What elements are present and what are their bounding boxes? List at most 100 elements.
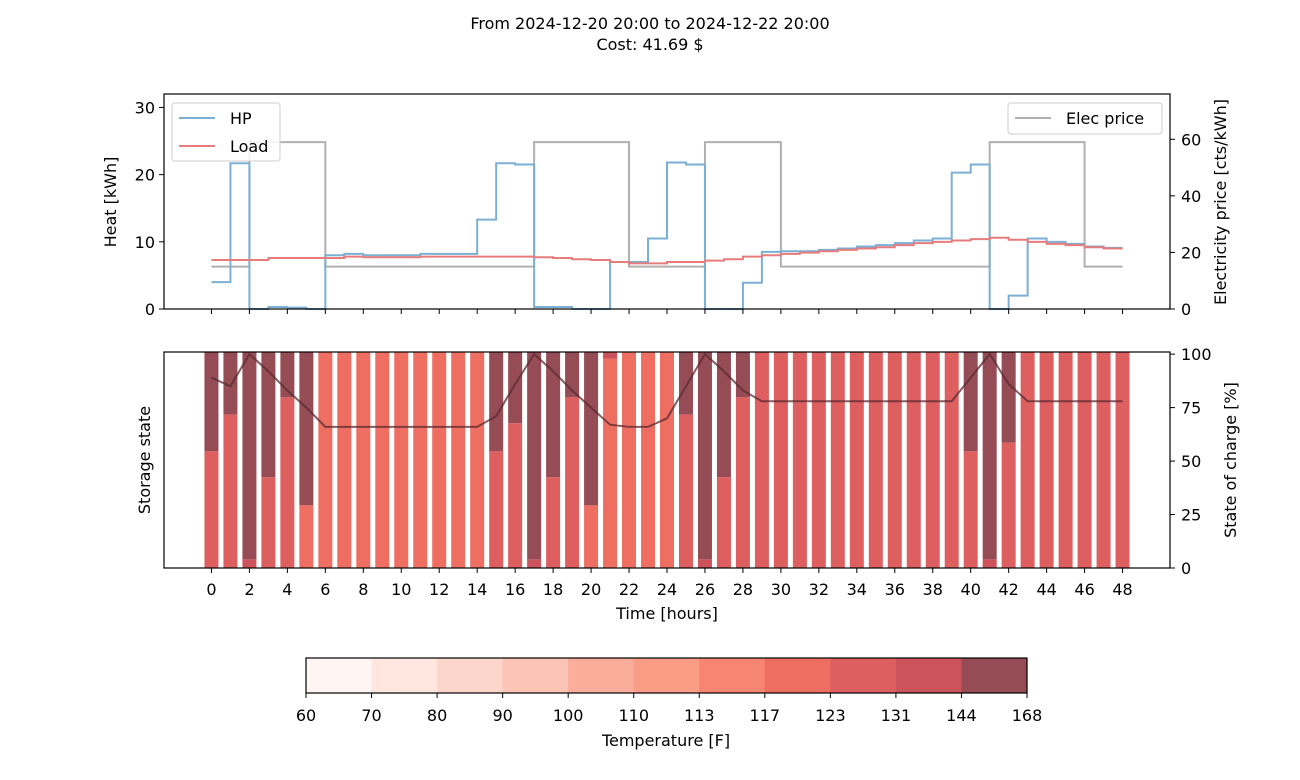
top-right-tick-label: 0 [1181, 300, 1191, 319]
storage-bar-lower [527, 559, 542, 568]
bottom-x-tick-label: 8 [358, 580, 368, 599]
bottom-right-tick-label: 25 [1181, 506, 1201, 525]
top-right-tick-label: 40 [1181, 187, 1201, 206]
colorbar-cell [437, 658, 504, 693]
colorbar-tick-label: 168 [1012, 706, 1043, 725]
colorbar-frame [305, 657, 1028, 694]
storage-bar-lower [394, 352, 409, 568]
legend-left: HP Load [171, 102, 281, 162]
colorbar-label: Temperature [F] [601, 731, 730, 750]
storage-bar-lower [1115, 352, 1130, 568]
bottom-x-tick-label: 22 [619, 580, 639, 599]
top-right-ticks: 0 20 40 60 [1170, 130, 1201, 319]
storage-bar-lower [849, 352, 864, 568]
storage-bar-lower [413, 352, 428, 568]
storage-bar-upper [982, 352, 997, 560]
storage-bar-lower [318, 352, 333, 568]
bottom-x-ticks: 0 2 4 6 8 10 12 14 16 18 20 22 24 26 28 30 32 34 36 38 40 42 4… [206, 568, 1133, 599]
legend-price-label: Elec price [1066, 109, 1144, 128]
elec-price-line [211, 141, 1123, 268]
bottom-x-tick-label: 4 [282, 580, 292, 599]
colorbar-cell [764, 658, 831, 693]
bottom-x-tick-label: 6 [320, 580, 330, 599]
figure-title-line1: From 2024-12-20 20:00 to 2024-12-22 20:0… [470, 14, 829, 33]
storage-bar-lower [242, 559, 257, 568]
bottom-x-tick-label: 42 [998, 580, 1018, 599]
load-line [211, 236, 1123, 265]
colorbar-cell [895, 658, 962, 693]
bottom-right-tick-label: 75 [1181, 399, 1201, 418]
bottom-x-tick-label: 38 [923, 580, 943, 599]
colorbar-tick-label: 144 [946, 706, 977, 725]
storage-bar-lower [622, 352, 637, 568]
legend-right: Elec price [1007, 102, 1163, 135]
storage-bar-upper [299, 352, 314, 506]
bottom-x-tick-label: 14 [467, 580, 487, 599]
bottom-x-tick-label: 32 [809, 580, 829, 599]
storage-bar-lower [565, 397, 580, 568]
hp-line [211, 161, 1123, 310]
colorbar-cell [699, 658, 766, 693]
colorbar-cell [961, 658, 1028, 693]
bottom-y2label: State of charge [%] [1221, 382, 1240, 538]
storage-bar-lower [811, 352, 826, 568]
storage-bar-lower [1001, 442, 1016, 568]
bottom-right-tick-label: 100 [1181, 345, 1212, 364]
storage-bar-lower [1020, 352, 1035, 568]
top-left-tick-label: 10 [135, 233, 155, 252]
storage-bar-upper [489, 352, 504, 452]
storage-bar-upper [963, 352, 978, 452]
storage-bar-lower [925, 352, 940, 568]
colorbar-cell [568, 658, 635, 693]
colorbar-tick-label: 60 [296, 706, 316, 725]
storage-bar-upper [508, 352, 523, 424]
colorbar-cells [306, 658, 1028, 693]
legend-right-box [1007, 102, 1163, 135]
storage-bars [204, 352, 1130, 568]
bottom-x-tick-label: 24 [657, 580, 677, 599]
storage-bar-lower [887, 352, 902, 568]
storage-bar-lower [641, 352, 656, 568]
soc-line [211, 352, 1123, 428]
storage-bar-upper [261, 352, 276, 478]
bottom-x-tick-label: 48 [1112, 580, 1132, 599]
storage-bar-lower [337, 352, 352, 568]
bottom-x-tick-label: 34 [847, 580, 867, 599]
colorbar-tick-label: 123 [815, 706, 846, 725]
bottom-x-tick-label: 20 [581, 580, 601, 599]
top-left-ticks: 0 10 20 30 [135, 98, 164, 319]
colorbar-cell [633, 658, 700, 693]
storage-bar-lower [280, 397, 295, 568]
bottom-x-tick-label: 12 [429, 580, 449, 599]
storage-bar-lower [584, 505, 599, 568]
soc-layer [211, 352, 1123, 428]
colorbar-cell [502, 658, 569, 693]
storage-bar-upper [204, 352, 219, 452]
storage-bar-upper [546, 352, 561, 478]
top-x-tick-marks [210, 309, 1124, 314]
colorbar-tick-label: 131 [881, 706, 912, 725]
heat-price-panel: 0 10 20 30 0 20 40 60 Heat [kWh] Electricity p… [101, 93, 1230, 319]
top-left-tick-label: 30 [135, 98, 155, 117]
storage-bar-lower [470, 352, 485, 568]
storage-bar-upper [1001, 352, 1016, 443]
storage-bar-upper [716, 352, 731, 478]
bottom-right-ticks: 0 25 50 75 100 [1170, 345, 1212, 578]
colorbar-tick-label: 90 [492, 706, 512, 725]
storage-bar-upper [527, 352, 542, 560]
colorbar-tick-label: 70 [361, 706, 381, 725]
storage-bar-upper [678, 352, 693, 415]
storage-bar-lower [546, 477, 561, 568]
storage-bar-upper [603, 352, 618, 359]
top-series-layer [211, 141, 1123, 310]
bottom-x-tick-label: 16 [505, 580, 525, 599]
bottom-x-tick-label: 18 [543, 580, 563, 599]
bottom-right-tick-label: 0 [1181, 559, 1191, 578]
storage-bar-lower [508, 423, 523, 568]
storage-bar-upper [584, 352, 599, 506]
temperature-colorbar: 60 70 80 90 100 110 113 117 123 131 144 168 Tempera… [296, 657, 1043, 750]
storage-bar-lower [223, 414, 238, 568]
storage-bar-lower [773, 352, 788, 568]
legend-hp-label: HP [230, 109, 252, 128]
